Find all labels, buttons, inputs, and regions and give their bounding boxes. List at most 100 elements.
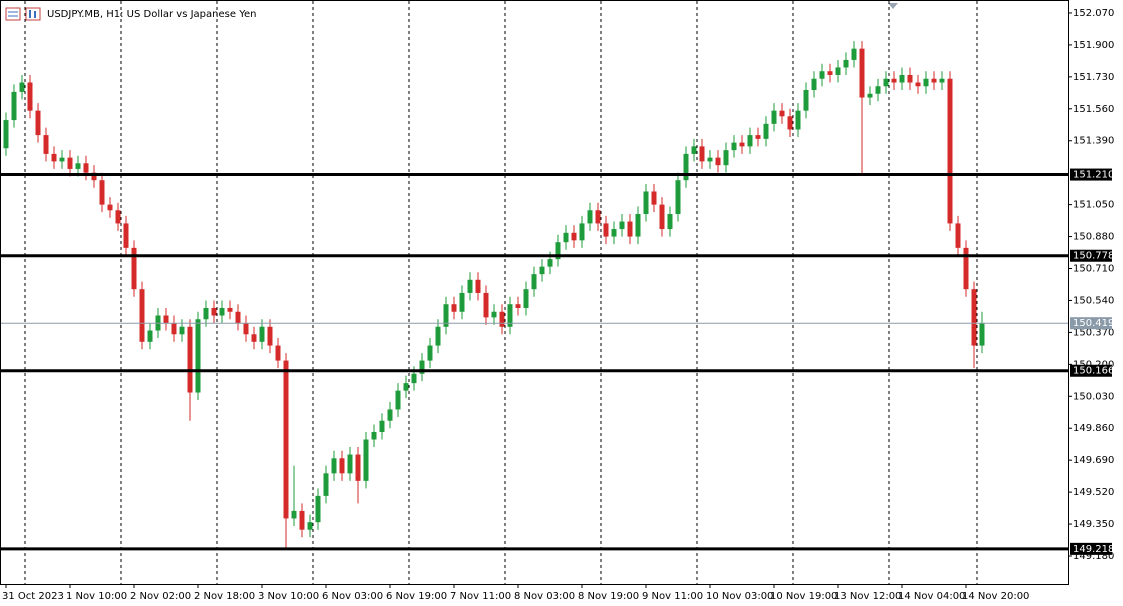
x-tick-label: 10 Nov 03:00 (706, 591, 773, 602)
y-tick-label: 151.900 (1073, 40, 1114, 51)
candle-body (227, 307, 233, 312)
candle-body (531, 274, 537, 290)
y-tick-label: 149.180 (1073, 551, 1114, 562)
candle-body (91, 172, 97, 181)
candle-body (43, 135, 49, 154)
candle-body (27, 82, 33, 111)
candle-body (955, 223, 961, 248)
candle-body (203, 307, 209, 320)
candle-body (611, 229, 617, 237)
candle-body (715, 157, 721, 166)
candle-body (283, 360, 289, 519)
candle-body (643, 191, 649, 215)
candle-body (339, 458, 345, 474)
candle-body (651, 191, 657, 205)
candle-body (779, 110, 785, 117)
candle-body (595, 210, 601, 224)
level-label: 150.778 (1073, 251, 1114, 262)
candle-body (723, 150, 729, 166)
candle-body (467, 279, 473, 293)
level-label: 149.218 (1073, 544, 1114, 555)
level-box (1070, 249, 1112, 262)
candle-body (419, 360, 425, 374)
y-tick-label: 149.350 (1073, 519, 1114, 530)
candle-body (67, 157, 73, 169)
candle-body (51, 153, 57, 162)
candle-body (603, 223, 609, 237)
candle-body (819, 71, 825, 79)
y-tick-label: 150.030 (1073, 391, 1114, 402)
candle-body (827, 71, 833, 75)
candle-body (11, 91, 17, 121)
candle-body (851, 48, 857, 60)
candle-body (163, 315, 169, 324)
candle-body (171, 323, 177, 335)
icon-list (5, 7, 21, 21)
y-tick-label: 150.880 (1073, 232, 1114, 243)
candle-body (523, 289, 529, 308)
candle-body (867, 93, 873, 98)
y-tick-label: 150.710 (1073, 264, 1114, 275)
candle-body (883, 78, 889, 87)
y-tick-label: 150.540 (1073, 295, 1114, 306)
candle-body (859, 48, 865, 98)
candle-body (707, 157, 713, 162)
candle-body (483, 292, 489, 318)
candle-body (811, 78, 817, 91)
candle-body (331, 458, 337, 474)
candle-body (835, 67, 841, 75)
candle-body (115, 210, 121, 224)
x-tick-label: 10 Nov 19:00 (770, 591, 837, 602)
x-tick-label: 31 Oct 2023 (2, 591, 64, 602)
candle-body (19, 82, 25, 92)
candle-body (443, 304, 449, 327)
y-tick-label: 150.370 (1073, 327, 1114, 338)
candle-body (979, 323, 985, 346)
chart-icons (5, 7, 41, 21)
candle-body (899, 74, 905, 83)
candle-body (907, 74, 913, 83)
candle-body (35, 110, 41, 136)
candle-body (843, 59, 849, 68)
candle-body (251, 334, 257, 342)
y-tick-label: 151.390 (1073, 136, 1114, 147)
candle-body (379, 420, 385, 432)
candle-body (459, 292, 465, 312)
x-tick-label: 2 Nov 18:00 (194, 591, 255, 602)
candle-body (315, 495, 321, 523)
candle-body (427, 345, 433, 361)
shift-marker (888, 3, 898, 9)
x-tick-label: 7 Nov 11:00 (450, 591, 511, 602)
candle-body (563, 232, 569, 243)
candle-body (755, 135, 761, 139)
candle-body (499, 311, 505, 327)
y-tick-label: 149.860 (1073, 423, 1114, 434)
x-tick-label: 14 Nov 04:00 (898, 591, 965, 602)
candle-body (963, 247, 969, 290)
candle-body (971, 289, 977, 346)
candle-body (187, 326, 193, 393)
candle-body (211, 307, 217, 316)
candle-body (627, 221, 633, 237)
y-tick-label: 151.050 (1073, 200, 1114, 211)
candle-body (947, 78, 953, 224)
x-tick-label: 2 Nov 02:00 (130, 591, 191, 602)
candle-body (667, 214, 673, 230)
candle-body (891, 78, 897, 83)
level-box (1070, 542, 1112, 555)
candle-body (747, 135, 753, 147)
candle-body (739, 142, 745, 147)
candle-body (83, 163, 89, 173)
candle-body (803, 90, 809, 111)
candle-body (915, 82, 921, 87)
candle-body (59, 157, 65, 162)
candle-body (507, 304, 513, 327)
candle-body (411, 373, 417, 384)
candle-body (131, 247, 137, 290)
level-label: 150.166 (1073, 366, 1114, 377)
candle-body (683, 153, 689, 181)
level-box (1070, 364, 1112, 377)
candle-body (307, 522, 313, 530)
x-tick-label: 8 Nov 19:00 (578, 591, 639, 602)
